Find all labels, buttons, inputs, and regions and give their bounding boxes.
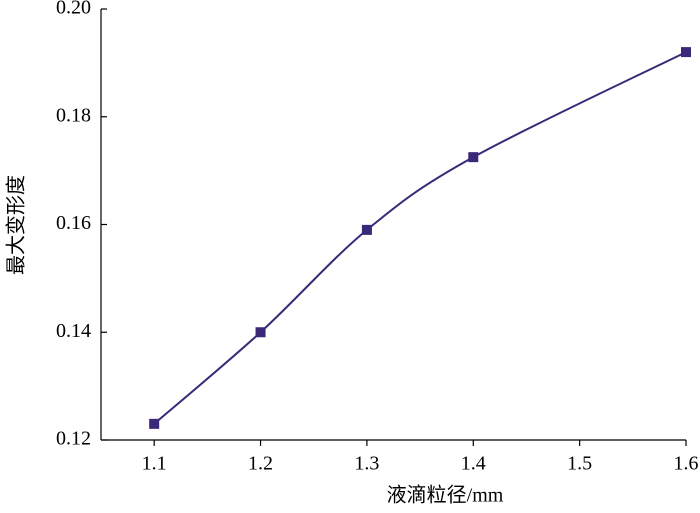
y-tick-label: 0.18	[56, 104, 91, 126]
x-axis-label: 液滴粒径/mm	[387, 484, 504, 507]
marker	[255, 327, 266, 338]
x-tick-label: 1.2	[248, 453, 273, 475]
marker	[681, 47, 691, 58]
x-tick-label: 1.5	[567, 453, 592, 475]
marker	[149, 418, 160, 429]
y-tick-label: 0.16	[56, 212, 91, 234]
y-tick-label: 0.14	[56, 320, 91, 342]
line	[153, 51, 687, 425]
x-tick-label: 1.4	[461, 453, 486, 475]
y-tick-label: 0.20	[56, 0, 91, 19]
x-tick-label: 1.3	[354, 453, 379, 475]
x-tick-label: 1.6	[674, 453, 699, 475]
x-tick-label: 1.1	[142, 453, 167, 475]
marker	[361, 224, 372, 235]
y-tick-label: 0.12	[56, 428, 91, 450]
marker	[468, 152, 479, 163]
y-axis-label: 最大变形度	[5, 175, 28, 275]
